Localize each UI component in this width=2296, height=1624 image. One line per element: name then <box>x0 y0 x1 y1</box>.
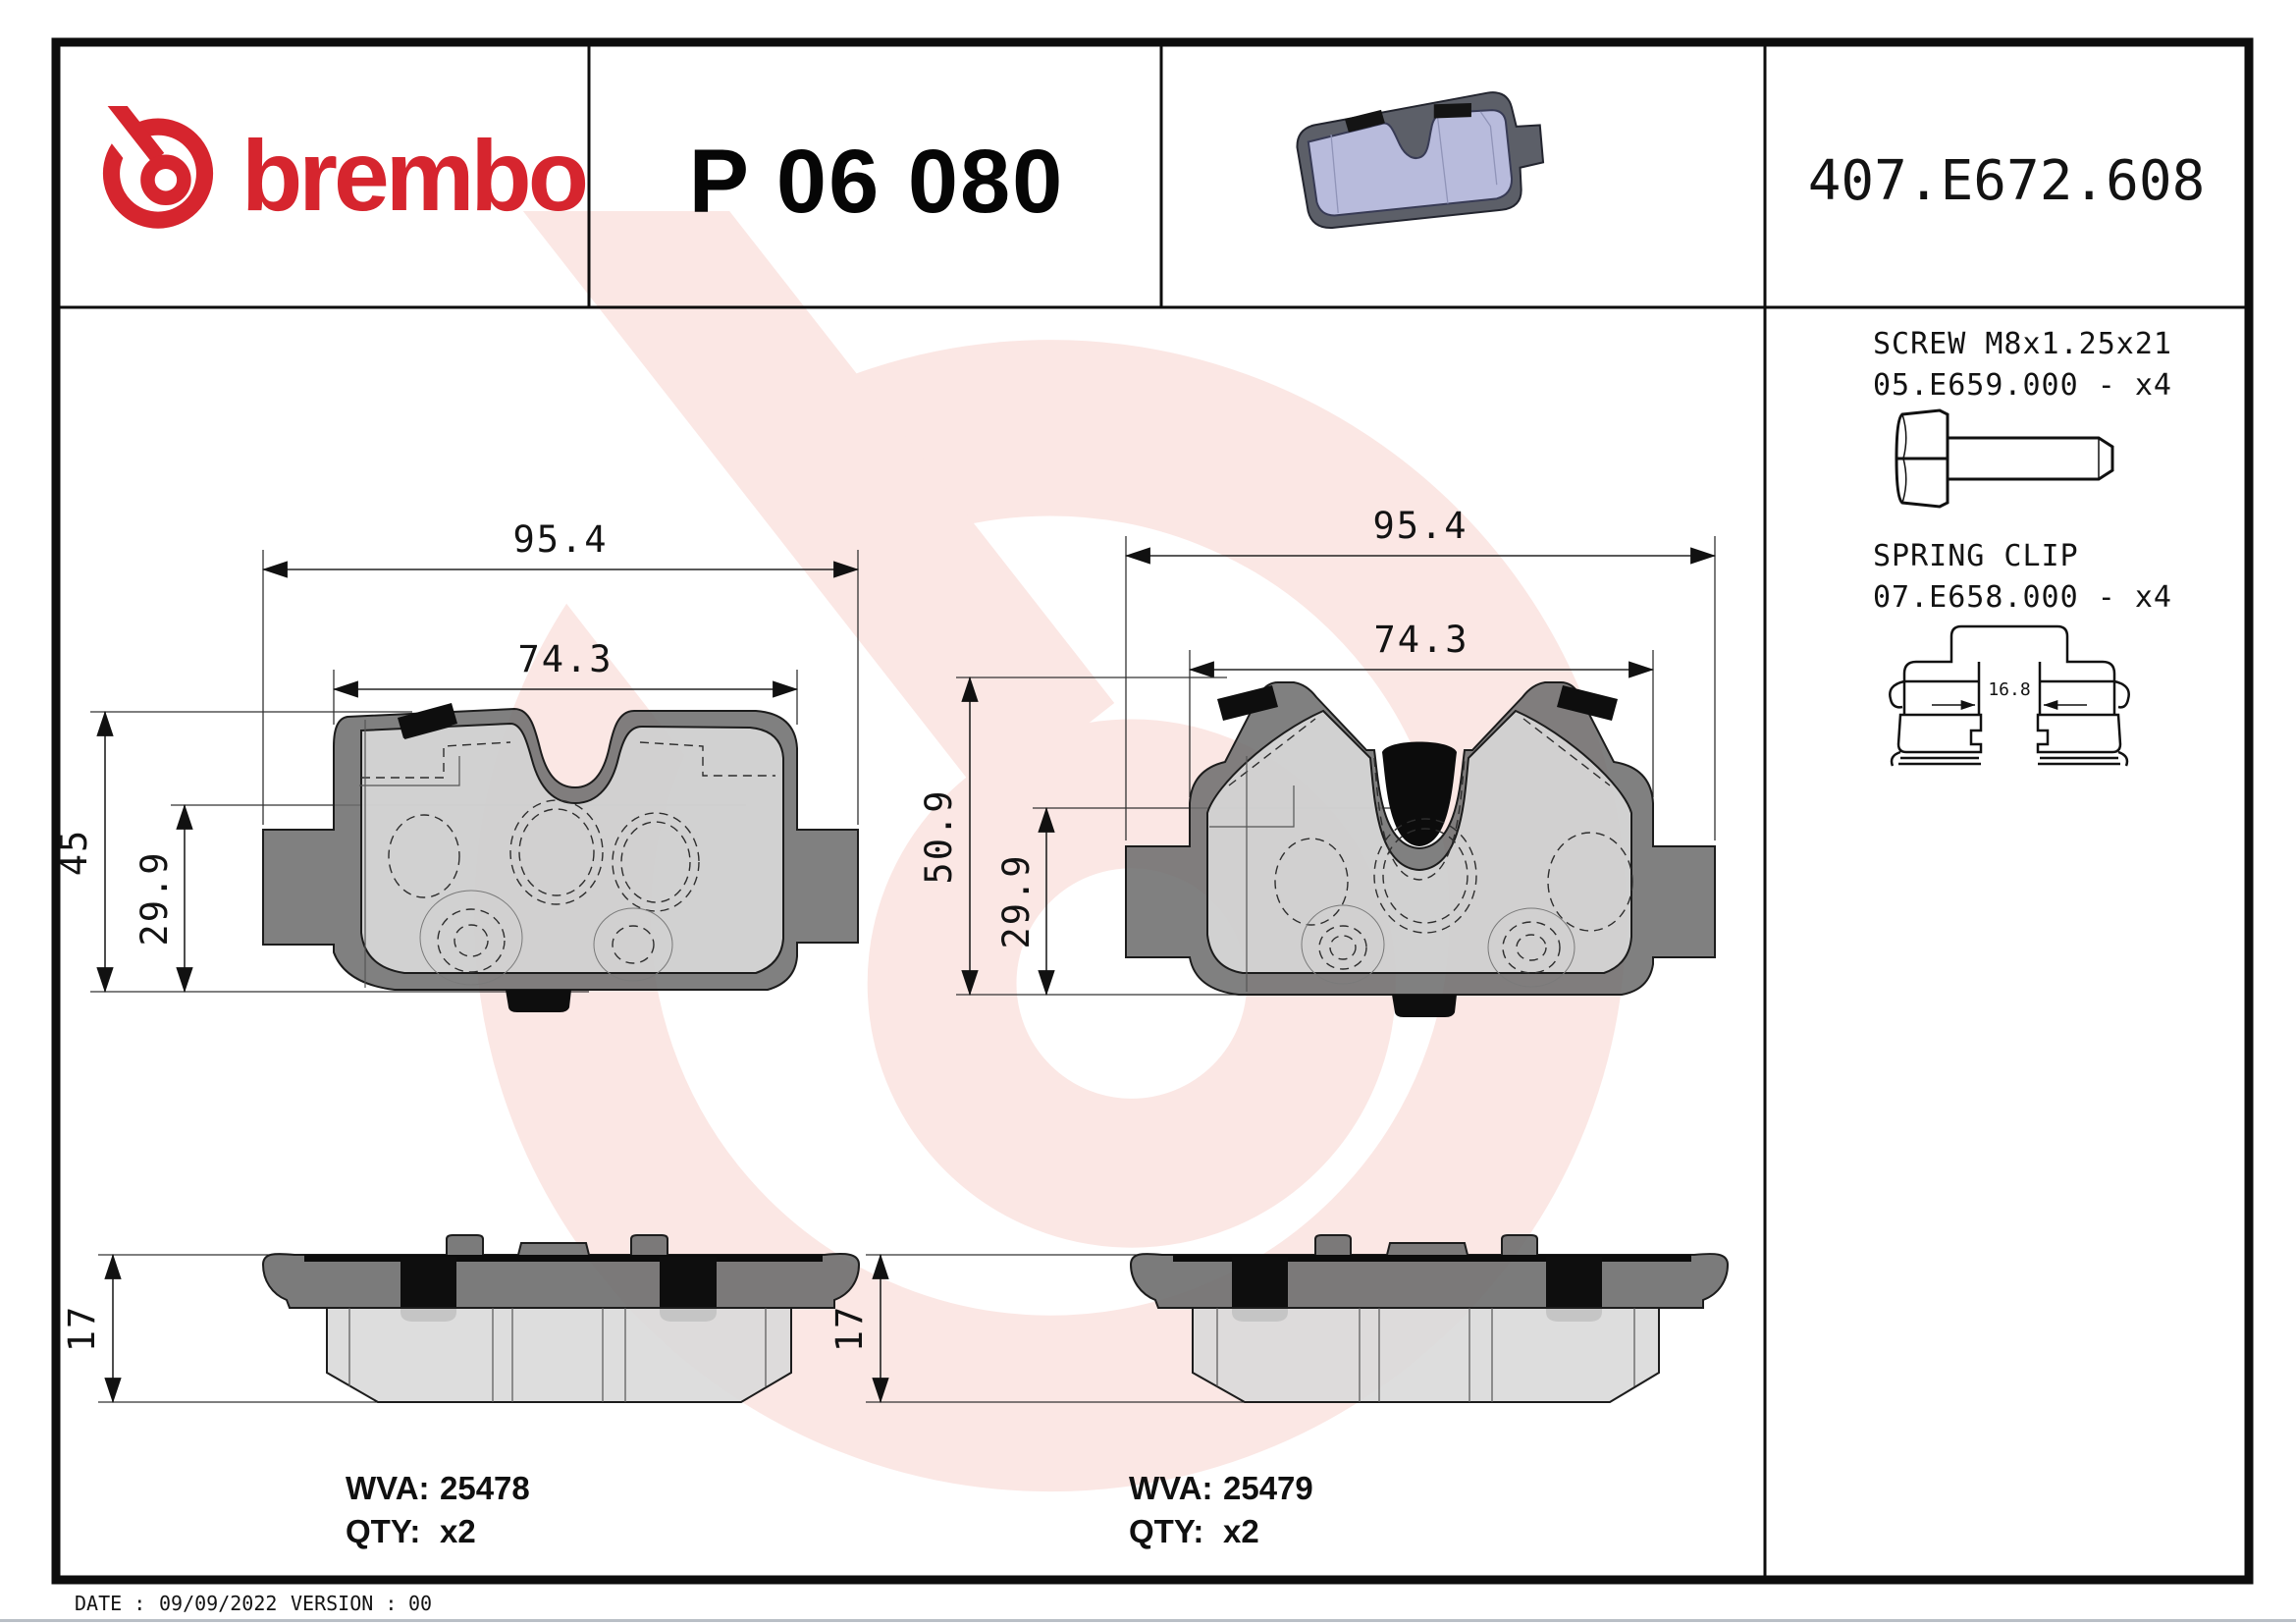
footer-version-label: VERSION : <box>291 1592 397 1615</box>
dim-right-overall-width: 95.4 <box>1372 505 1468 547</box>
dim-left-friction-width: 74.3 <box>517 638 613 680</box>
dim-left-thickness: 17 <box>61 1305 103 1353</box>
pad-left-side-clip-2 <box>660 1257 717 1322</box>
pad-left-side-clip-1 <box>400 1257 456 1322</box>
qty-label-left: QTY: <box>346 1513 420 1549</box>
pad-left-friction <box>360 722 784 974</box>
page-border <box>51 37 2254 1585</box>
screw-code: 05.E659.000 - x4 <box>1873 368 2172 403</box>
pad-left-front-view: 95.4 74.3 45 29.9 <box>53 518 860 1012</box>
qty-label-right: QTY: <box>1129 1513 1203 1549</box>
drawing-frame <box>0 37 2296 1622</box>
part-number: P 06 080 <box>689 132 1065 232</box>
pad-right-side-shim-line <box>1173 1255 1691 1262</box>
pad-right-reference-block: WVA: 25479 QTY: x2 <box>1129 1470 1313 1549</box>
screw-section: SCREW M8x1.25x21 05.E659.000 - x4 <box>1873 327 2172 509</box>
spring-clip-title: SPRING CLIP <box>1873 539 2079 573</box>
wva-label-right: WVA: <box>1129 1470 1213 1506</box>
clip-gap-dimension: 16.8 <box>1988 679 2030 700</box>
pad-3d-clip-left <box>1344 109 1385 133</box>
qty-value-right: x2 <box>1223 1513 1259 1549</box>
wva-label-left: WVA: <box>346 1470 430 1506</box>
pad-left-bottom-tab <box>506 990 571 1012</box>
brand-logo: brembo <box>96 95 590 232</box>
pad-3d-clip-right <box>1433 102 1471 119</box>
pad-left-side-view: 17 <box>61 1234 861 1404</box>
brand-wordmark: brembo <box>241 120 586 232</box>
brembo-mark-icon <box>96 95 205 220</box>
dim-right-overall-height: 50.9 <box>918 788 960 884</box>
pad-left-side-friction <box>326 1307 792 1403</box>
scan-edge-line <box>0 1619 2296 1622</box>
dim-left-overall-height: 45 <box>53 829 95 877</box>
pad-right-top-clip-left <box>1217 685 1278 721</box>
dim-right-friction-width: 74.3 <box>1373 619 1468 661</box>
catalog-code: 407.E672.608 <box>1808 149 2206 213</box>
spring-clip-icon: 16.8 <box>1889 624 2130 767</box>
footer-date-label: DATE : <box>75 1592 145 1615</box>
wva-number-left: 25478 <box>440 1470 530 1506</box>
dim-left-overall-width: 95.4 <box>512 518 608 561</box>
pad-right-bottom-tab <box>1392 995 1457 1017</box>
spring-clip-section: SPRING CLIP 07.E658.000 - x4 16.8 <box>1873 539 2172 767</box>
pad-right-details <box>1209 685 1633 1017</box>
pad-right-side-clip-1 <box>1232 1257 1288 1322</box>
pad-left-top-clip <box>398 703 457 738</box>
pad-right-top-clip-right <box>1557 685 1618 721</box>
pad-right-side-clip-2 <box>1546 1257 1602 1322</box>
pad-right-friction <box>1206 709 1632 974</box>
brake-pad-3d-render <box>1296 91 1545 229</box>
pad-right-side-backplate <box>1129 1234 1730 1309</box>
pad-left-reference-block: WVA: 25478 QTY: x2 <box>346 1470 530 1549</box>
footer: DATE : 09/09/2022 VERSION : 00 <box>75 1592 432 1615</box>
spring-clip-code: 07.E658.000 - x4 <box>1873 580 2172 615</box>
pad-left-details <box>359 703 775 1012</box>
pad-right-front-view: 95.4 74.3 50.9 29.9 <box>918 505 1717 1017</box>
pad-3d-facet-lines <box>1330 111 1498 214</box>
screw-title: SCREW M8x1.25x21 <box>1873 327 2172 361</box>
dim-right-thickness: 17 <box>828 1305 871 1353</box>
wva-number-right: 25479 <box>1223 1470 1313 1506</box>
dim-left-friction-height: 29.9 <box>133 850 176 946</box>
dim-right-friction-height: 29.9 <box>995 853 1038 948</box>
footer-version-value: 00 <box>408 1592 432 1615</box>
qty-value-left: x2 <box>440 1513 476 1549</box>
pad-left-side-shim-line <box>304 1255 823 1262</box>
pad-right-side-friction <box>1192 1307 1660 1403</box>
screw-icon <box>1895 408 2114 509</box>
pad-right-side-view: 17 <box>828 1234 1730 1404</box>
footer-date-value: 09/09/2022 <box>159 1592 277 1615</box>
